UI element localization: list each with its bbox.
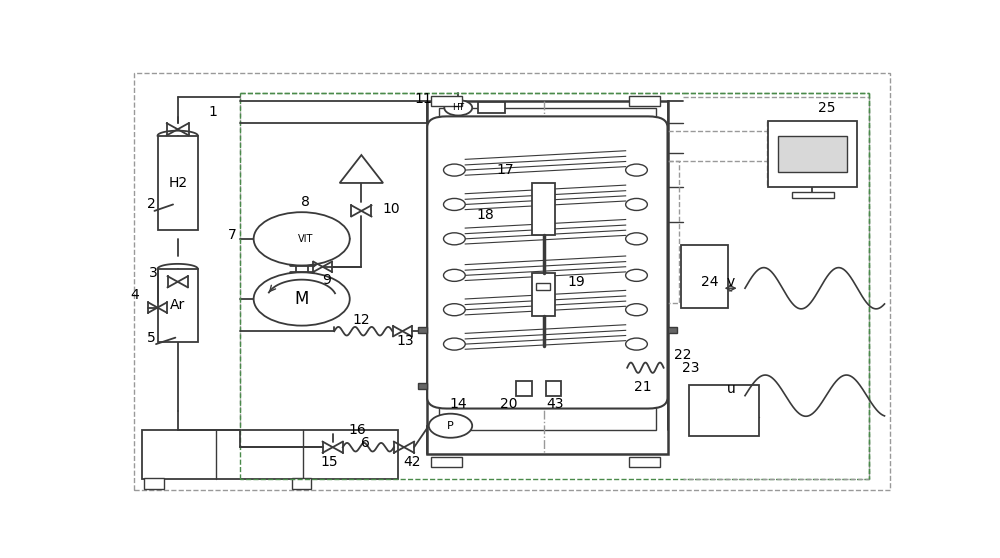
Bar — [546, 381, 561, 396]
Bar — [536, 283, 550, 290]
Circle shape — [254, 272, 350, 326]
Circle shape — [444, 338, 465, 350]
Text: 42: 42 — [403, 455, 420, 469]
Text: 13: 13 — [397, 334, 414, 348]
Circle shape — [626, 304, 647, 316]
Text: 11: 11 — [415, 92, 432, 106]
Text: 18: 18 — [477, 208, 494, 222]
Text: 9: 9 — [322, 273, 331, 287]
Text: HT: HT — [452, 103, 464, 112]
Text: 22: 22 — [674, 348, 692, 362]
Text: 21: 21 — [634, 380, 652, 394]
Circle shape — [444, 100, 472, 116]
Text: 10: 10 — [382, 202, 400, 216]
Text: 7: 7 — [228, 228, 236, 242]
Text: 15: 15 — [320, 455, 338, 469]
Text: 16: 16 — [349, 423, 366, 437]
Bar — [668, 327, 677, 333]
Circle shape — [626, 338, 647, 350]
Text: 17: 17 — [496, 163, 514, 177]
Bar — [532, 273, 555, 316]
Text: 8: 8 — [301, 195, 310, 209]
Text: 1: 1 — [208, 105, 217, 119]
Bar — [292, 478, 311, 489]
Text: Ar: Ar — [170, 299, 185, 312]
Bar — [629, 456, 660, 468]
Bar — [431, 456, 462, 468]
Bar — [792, 193, 834, 198]
Bar — [142, 430, 398, 479]
Text: v: v — [727, 275, 735, 289]
Bar — [478, 102, 505, 113]
Text: u: u — [727, 382, 735, 396]
Bar — [532, 183, 555, 234]
Bar — [431, 96, 462, 107]
FancyBboxPatch shape — [427, 117, 668, 408]
Text: M: M — [295, 290, 309, 308]
Bar — [158, 269, 198, 342]
Circle shape — [626, 233, 647, 245]
Text: 20: 20 — [500, 397, 517, 411]
Polygon shape — [340, 155, 383, 183]
Circle shape — [429, 413, 472, 438]
Text: 25: 25 — [818, 101, 835, 115]
Circle shape — [626, 270, 647, 281]
Bar — [418, 383, 427, 389]
Circle shape — [444, 304, 465, 316]
Bar — [768, 121, 857, 187]
Bar — [689, 385, 759, 436]
Text: 6: 6 — [361, 436, 370, 450]
Bar — [144, 478, 164, 489]
Text: 2: 2 — [147, 198, 155, 211]
Text: 19: 19 — [567, 275, 585, 289]
Bar — [629, 96, 660, 107]
Text: 12: 12 — [353, 314, 370, 328]
Bar — [158, 136, 198, 230]
Text: P: P — [447, 421, 454, 431]
Circle shape — [444, 233, 465, 245]
Circle shape — [626, 199, 647, 210]
Text: VIT: VIT — [298, 234, 313, 244]
Text: H2: H2 — [168, 176, 187, 190]
Text: 5: 5 — [147, 331, 155, 345]
Text: 3: 3 — [149, 266, 157, 280]
Circle shape — [254, 212, 350, 266]
Bar — [418, 327, 427, 333]
Bar — [439, 108, 656, 430]
Circle shape — [444, 270, 465, 281]
Circle shape — [444, 199, 465, 210]
Text: 43: 43 — [546, 397, 564, 411]
Text: 14: 14 — [449, 397, 467, 411]
Text: 4: 4 — [130, 288, 139, 302]
Text: 23: 23 — [682, 360, 700, 375]
Circle shape — [626, 164, 647, 176]
Circle shape — [444, 164, 465, 176]
Text: 24: 24 — [701, 275, 719, 289]
Bar — [681, 246, 728, 307]
Bar — [778, 136, 847, 172]
Bar — [516, 381, 532, 396]
Bar — [427, 102, 668, 454]
